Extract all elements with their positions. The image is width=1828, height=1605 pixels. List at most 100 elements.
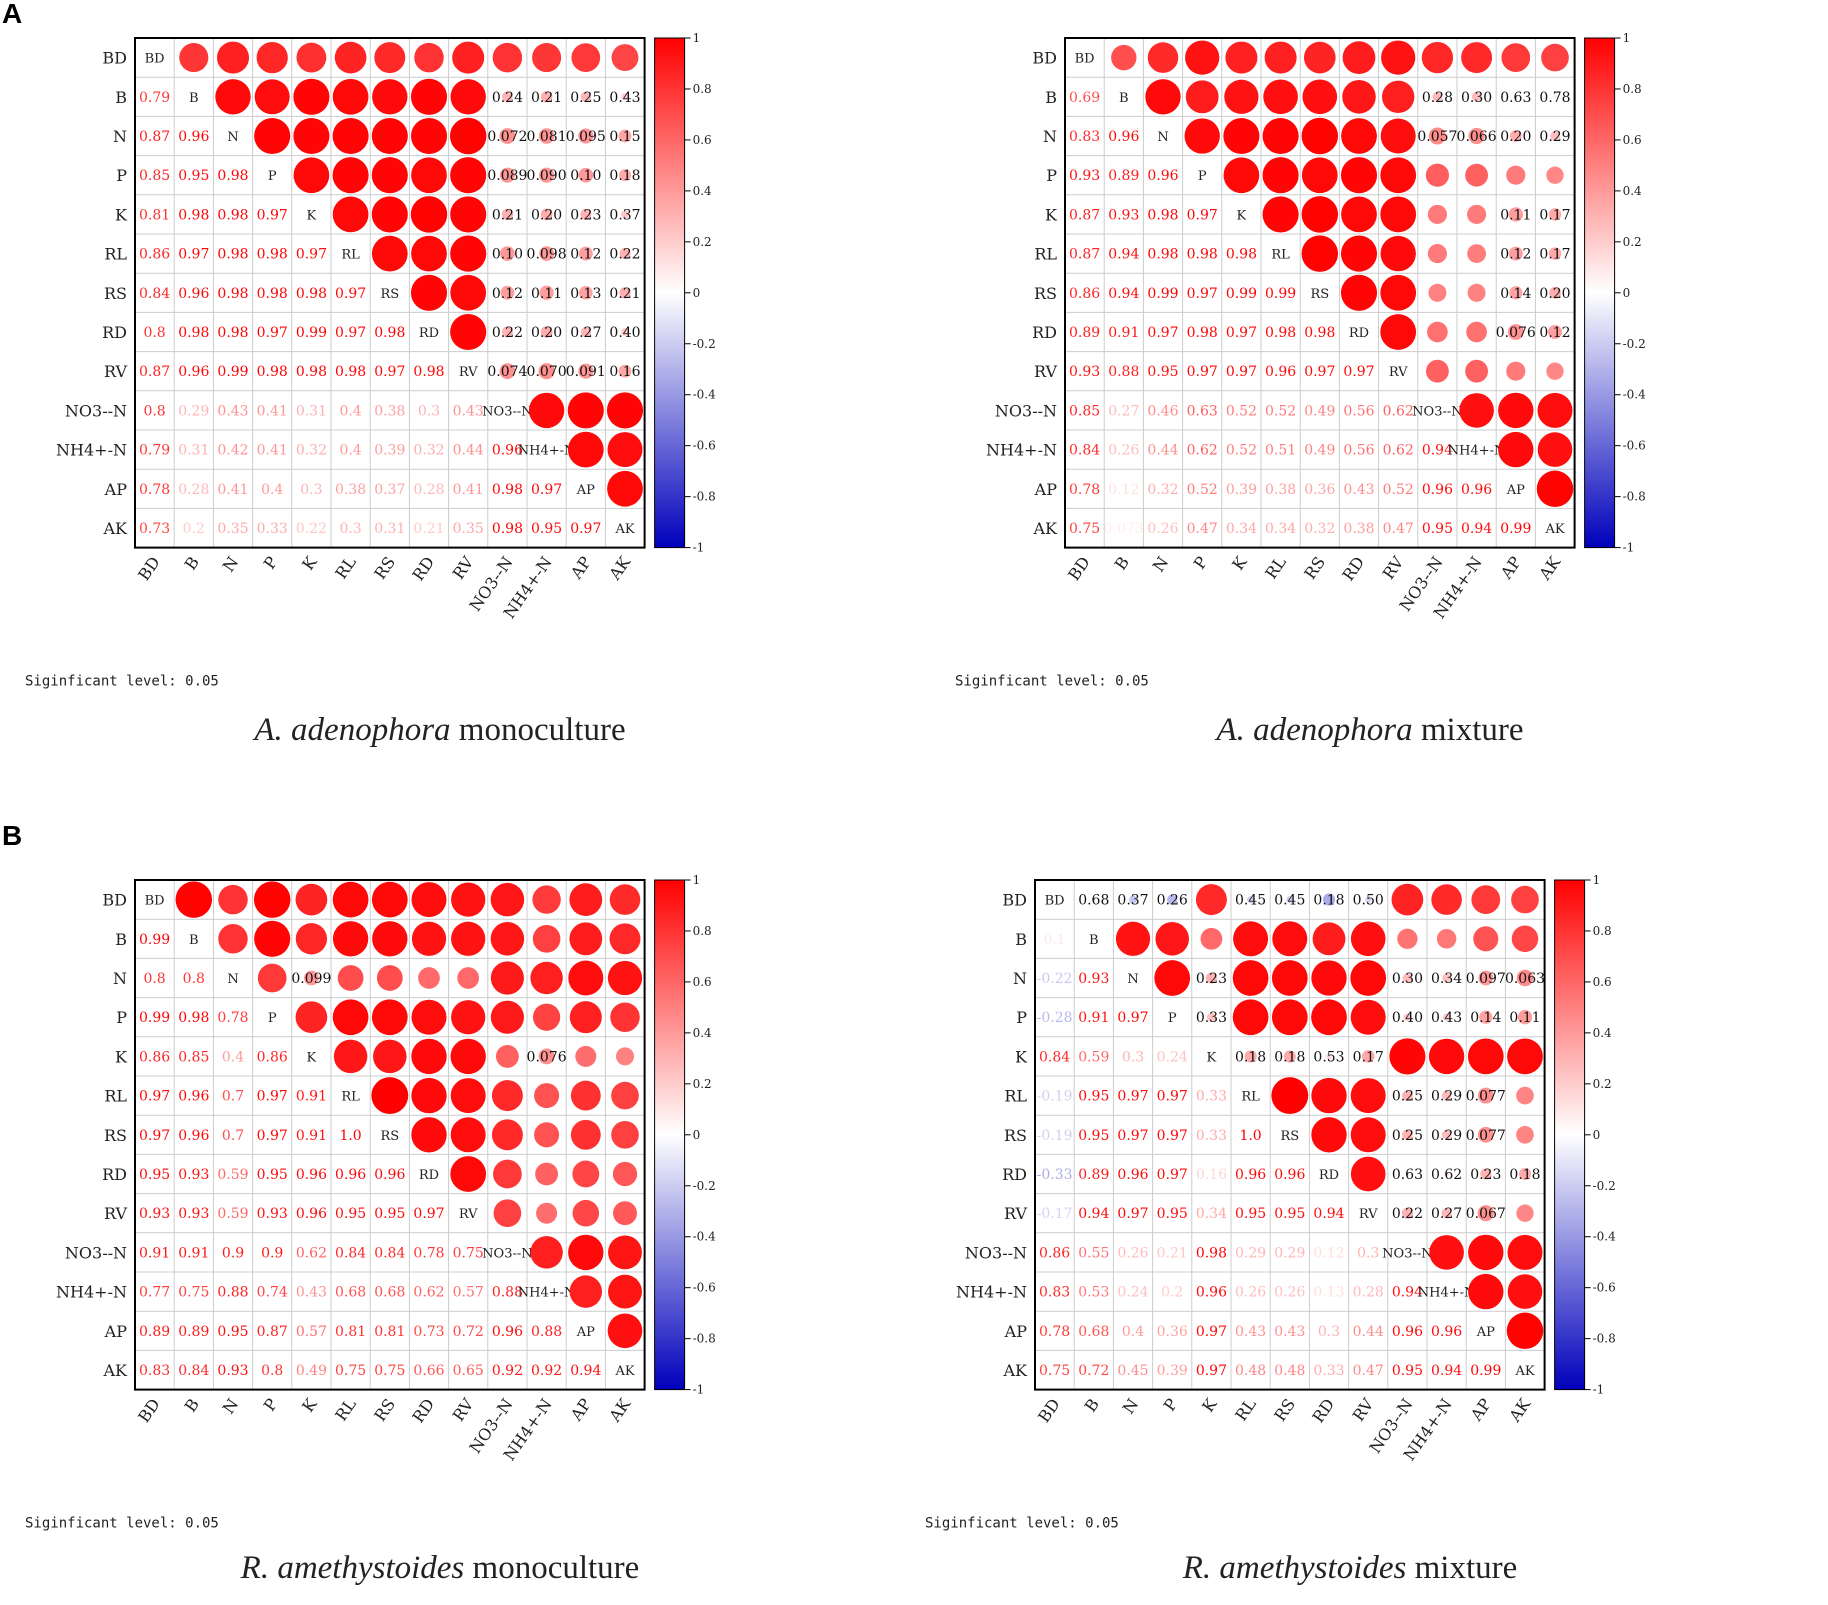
correlation-circle [371, 1077, 409, 1115]
y-tick-label: P [116, 1008, 127, 1027]
diagonal-label: RS [1310, 287, 1329, 302]
coefficient-label: 0.28 [413, 482, 444, 498]
correlation-circle [1506, 165, 1526, 185]
correlation-circle [450, 79, 486, 115]
coefficient-label: 0.97 [413, 1206, 444, 1222]
coefficient-label: 0.21 [413, 521, 444, 537]
x-tick-label: RS [1270, 1395, 1299, 1425]
coefficient-label: 0.57 [453, 1285, 484, 1301]
correlation-circle [451, 921, 486, 956]
correlation-circle [578, 246, 593, 261]
caption-species: R. amethystoides [1182, 1550, 1407, 1586]
coefficient-label: 0.56 [1343, 403, 1374, 419]
coefficient-label: 0.91 [296, 1128, 327, 1144]
correlation-circle [175, 881, 213, 918]
correlation-circle [1262, 196, 1299, 233]
p-value-label: 0.077 [1466, 1089, 1506, 1105]
correlation-circle [411, 1117, 447, 1153]
coefficient-label: 0.73 [139, 521, 170, 537]
correlation-circle [491, 1080, 523, 1112]
correlation-circle [1507, 1038, 1543, 1075]
y-tick-label: BD [1032, 49, 1057, 68]
correlation-circle [1145, 79, 1181, 115]
x-tick-label: B [181, 553, 203, 574]
coefficient-label: 0.78 [217, 1010, 248, 1026]
correlation-circle [1477, 1126, 1494, 1143]
correlation-circle [1507, 324, 1524, 340]
correlation-circle [1341, 196, 1377, 233]
p-value-label: 0.089 [487, 168, 527, 184]
coefficient-label: 0.94 [1461, 521, 1492, 537]
correlation-circle [1428, 1038, 1465, 1075]
coefficient-label: -0.22 [1037, 971, 1073, 987]
coefficient-label: 0.43 [217, 403, 248, 419]
correlation-circle [607, 960, 643, 996]
diagonal-label: NO3--N [482, 404, 532, 419]
colorbar-tick-label: 0.6 [1593, 975, 1612, 989]
coefficient-label: 0.78 [1069, 482, 1100, 498]
coefficient-label: 0.43 [296, 1285, 327, 1301]
colorbar-tick-label: 0.2 [693, 1077, 712, 1091]
p-value-label: 0.22 [1392, 1206, 1423, 1222]
significance-note: Siginficant level: 0.05 [955, 674, 1149, 690]
correlation-circle [450, 1156, 487, 1192]
coefficient-label: 0.88 [531, 1324, 562, 1340]
coefficient-label: 0.88 [1108, 364, 1139, 380]
coefficient-label: 0.33 [1196, 1128, 1227, 1144]
coefficient-label: 0.29 [1274, 1245, 1305, 1261]
correlation-circle [609, 884, 641, 915]
correlation-circle [1550, 131, 1560, 141]
diagonal-label: K [307, 208, 317, 223]
y-tick-label: RL [104, 245, 127, 264]
correlation-circle [411, 235, 447, 272]
correlation-circle [450, 235, 487, 272]
correlation-circle [1516, 1086, 1534, 1105]
coefficient-label: 0.41 [217, 482, 248, 498]
p-value-label: 0.30 [1461, 90, 1492, 106]
colorbar-tick-label: 1 [693, 31, 701, 45]
diagonal-label: AK [1544, 522, 1564, 537]
coefficient-label: 0.83 [1039, 1285, 1070, 1301]
coefficient-label: 0.97 [1117, 1128, 1148, 1144]
coefficient-label: 0.89 [1108, 168, 1139, 184]
colorbar-tick-label: 1 [1623, 31, 1631, 45]
correlation-circle [1342, 41, 1376, 74]
correlation-circle [1421, 41, 1454, 74]
correlation-circle [1461, 42, 1493, 74]
correlation-circle [1506, 361, 1526, 381]
coefficient-label: 0.88 [217, 1285, 248, 1301]
correlation-circle [607, 432, 643, 468]
colorbar-tick-label: 1 [1593, 873, 1601, 887]
significance-note: Siginficant level: 0.05 [925, 1516, 1119, 1532]
correlation-circle [530, 1236, 563, 1269]
coefficient-label: 0.86 [139, 247, 170, 263]
colorbar-tick-label: 0 [693, 286, 701, 300]
coefficient-label: 0.8 [261, 1363, 283, 1379]
correlation-circle [1301, 196, 1339, 233]
y-tick-label: B [115, 88, 127, 107]
correlation-circle [1262, 117, 1299, 155]
correlation-circle [1350, 1078, 1386, 1114]
coefficient-label: 0.98 [257, 364, 288, 380]
coefficient-label: 0.91 [178, 1245, 209, 1261]
plot-frame [134, 879, 646, 1391]
x-tick-label: RS [1300, 553, 1329, 583]
coefficient-label: 0.99 [296, 325, 327, 341]
correlation-circle [500, 285, 515, 300]
coefficient-label: 0.94 [1078, 1206, 1109, 1222]
diagonal-label: NH4+-N [1448, 444, 1506, 459]
correlation-circle [1264, 41, 1297, 74]
correlation-circle [1155, 922, 1189, 956]
correlation-circle [1380, 235, 1416, 272]
correlation-circle [490, 922, 525, 956]
diagonal-label: N [227, 130, 238, 145]
colorbar-tick-label: 0.8 [693, 82, 712, 96]
coefficient-label: 0.8 [143, 325, 165, 341]
coefficient-label: 0.3 [1122, 1049, 1144, 1065]
coefficient-label: 0.96 [1147, 168, 1178, 184]
coefficient-label: 0.4 [1122, 1324, 1144, 1340]
coefficient-label: 0.48 [1235, 1363, 1266, 1379]
correlation-circle [569, 1275, 603, 1308]
x-tick-label: BD [134, 553, 164, 584]
correlation-circle [1553, 94, 1557, 99]
